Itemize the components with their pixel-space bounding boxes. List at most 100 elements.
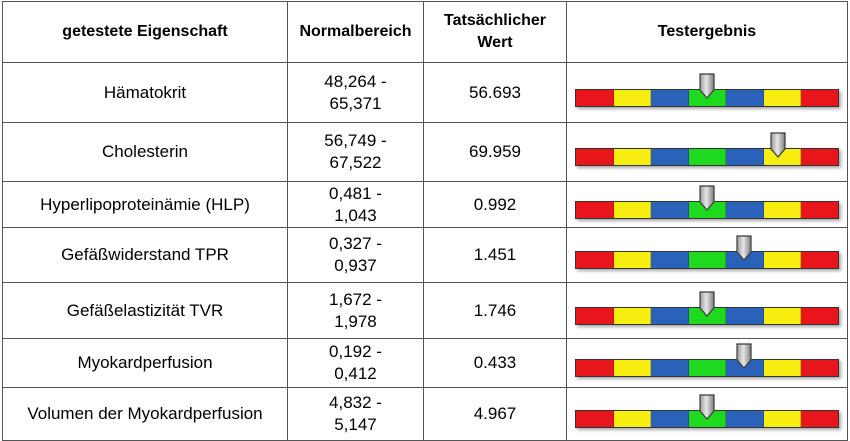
scale-segment	[763, 307, 802, 324]
header-result: Testergebnis	[566, 1, 848, 63]
result-cell	[566, 387, 848, 441]
actual-value-cell: 69.959	[423, 122, 567, 182]
table-row: Myokardperfusion 0,192 - 0,412 0.433	[2, 338, 848, 388]
result-marker-icon	[736, 343, 752, 369]
result-scale-bar	[575, 306, 839, 325]
normal-range-cell: 56,749 - 67,522	[287, 122, 424, 182]
scale-segment	[763, 411, 802, 427]
scale-segment	[576, 360, 614, 376]
scale-segment	[801, 252, 839, 268]
scale-segment	[613, 252, 652, 268]
scale-segment	[576, 89, 614, 106]
property-cell: Volumen der Myokardperfusion	[2, 387, 288, 441]
scale-segment	[613, 360, 652, 376]
scale-segment	[726, 89, 764, 106]
result-marker-icon	[699, 290, 715, 317]
result-gauge	[575, 343, 839, 383]
normal-range-cell: 0,481 - 1,043	[287, 181, 424, 228]
result-cell	[566, 282, 848, 339]
header-row: getestete Eigenschaft Normalbereich Tats…	[2, 1, 848, 63]
scale-segment	[763, 89, 802, 106]
result-cell	[566, 122, 848, 182]
result-marker-icon	[736, 235, 752, 261]
scale-segment	[801, 307, 839, 324]
scale-segment	[801, 201, 839, 218]
actual-value-cell: 56.693	[423, 62, 567, 123]
scale-segment	[688, 360, 727, 376]
scale-segment	[763, 201, 802, 218]
scale-segment	[726, 411, 764, 427]
table-row: Volumen der Myokardperfusion 4,832 - 5,14…	[2, 387, 848, 441]
table-row: Gefäßelastizität TVR 1,672 - 1,978 1.746	[2, 282, 848, 339]
result-scale-bar	[575, 251, 839, 269]
scale-segment	[726, 201, 764, 218]
result-scale-bar	[575, 148, 839, 166]
scale-segment	[651, 89, 689, 106]
scale-segment	[801, 411, 839, 427]
normal-range-cell: 0,192 - 0,412	[287, 338, 424, 388]
scale-segment	[763, 149, 802, 165]
result-gauge	[575, 290, 839, 331]
property-cell: Myokardperfusion	[2, 338, 288, 388]
result-gauge	[575, 72, 839, 113]
scale-segment	[726, 149, 764, 165]
scale-segment	[576, 252, 614, 268]
actual-value-cell: 1.451	[423, 227, 567, 283]
scale-segment	[651, 307, 689, 324]
scale-segment	[651, 411, 689, 427]
table-row: Cholesterin 56,749 - 67,522 69.959	[2, 122, 848, 182]
scale-segment	[576, 411, 614, 427]
actual-value-cell: 4.967	[423, 387, 567, 441]
scale-segment	[688, 149, 727, 165]
property-cell: Hämatokrit	[2, 62, 288, 123]
scale-segment	[763, 252, 802, 268]
normal-range-cell: 0,327 - 0,937	[287, 227, 424, 283]
result-gauge	[575, 184, 839, 225]
result-marker-icon	[699, 394, 715, 420]
scale-segment	[613, 149, 652, 165]
scale-segment	[576, 201, 614, 218]
scale-segment	[576, 149, 614, 165]
result-gauge	[575, 235, 839, 275]
table-row: Gefäßwiderstand TPR 0,327 - 0,937 1.451	[2, 227, 848, 283]
scale-segment	[801, 149, 839, 165]
normal-range-cell: 4,832 - 5,147	[287, 387, 424, 441]
property-cell: Hyperlipoproteinämie (HLP)	[2, 181, 288, 228]
scale-segment	[613, 411, 652, 427]
scale-segment	[651, 149, 689, 165]
scale-segment	[688, 252, 727, 268]
scale-segment	[651, 201, 689, 218]
normal-range-cell: 1,672 - 1,978	[287, 282, 424, 339]
property-cell: Gefäßelastizität TVR	[2, 282, 288, 339]
actual-value-cell: 0.433	[423, 338, 567, 388]
header-normal-range: Normalbereich	[287, 1, 424, 63]
property-cell: Gefäßwiderstand TPR	[2, 227, 288, 283]
scale-segment	[726, 252, 764, 268]
result-scale-bar	[575, 359, 839, 377]
result-scale-bar	[575, 88, 839, 107]
header-property: getestete Eigenschaft	[2, 1, 288, 63]
table-row: Hyperlipoproteinämie (HLP) 0,481 - 1,043 0…	[2, 181, 848, 228]
result-cell	[566, 62, 848, 123]
normal-range-cell: 48,264 - 65,371	[287, 62, 424, 123]
result-gauge	[575, 394, 839, 434]
property-cell: Cholesterin	[2, 122, 288, 182]
scale-segment	[726, 360, 764, 376]
scale-segment	[613, 201, 652, 218]
actual-value-cell: 0.992	[423, 181, 567, 228]
result-cell	[566, 227, 848, 283]
scale-segment	[763, 360, 802, 376]
scale-segment	[576, 307, 614, 324]
scale-segment	[613, 89, 652, 106]
scale-segment	[613, 307, 652, 324]
scale-segment	[801, 360, 839, 376]
scale-segment	[801, 89, 839, 106]
scale-segment	[651, 252, 689, 268]
actual-value-cell: 1.746	[423, 282, 567, 339]
scale-segment	[726, 307, 764, 324]
result-cell	[566, 338, 848, 388]
result-marker-icon	[699, 184, 715, 211]
result-cell	[566, 181, 848, 228]
scale-segment	[651, 360, 689, 376]
